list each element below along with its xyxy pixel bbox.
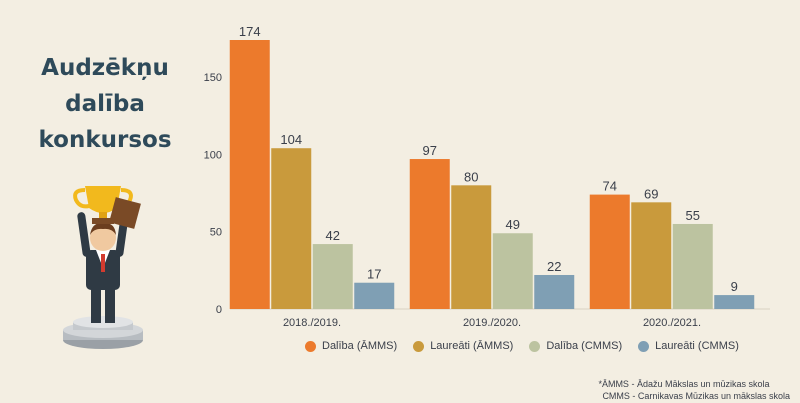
bar xyxy=(229,40,270,309)
x-tick-label: 2019./2020. xyxy=(463,317,521,329)
bar-chart: 0 50 100 150 174 104 42 17 2018./2019. 97 80 49 22 20… xyxy=(204,24,770,329)
bar xyxy=(492,233,533,309)
legend-label: Laureāti (ĀMMS) xyxy=(430,340,514,352)
legend-swatch xyxy=(305,340,316,352)
y-tick-label: 100 xyxy=(204,149,222,161)
bar xyxy=(271,148,312,309)
data-label: 74 xyxy=(603,179,617,194)
legend-swatch xyxy=(413,340,425,352)
legend-label: Dalība (CMMS) xyxy=(546,340,623,352)
legend-item: Laureāti (ĀMMS) xyxy=(413,340,513,352)
trophy-figure-icon xyxy=(63,186,143,349)
title-line-3: konkursos xyxy=(38,127,172,153)
title-line-1: Audzēkņu xyxy=(41,55,169,81)
y-tick-label: 150 xyxy=(204,72,222,84)
legend-item: Laureāti (CMMS) xyxy=(638,340,739,352)
bar xyxy=(451,185,492,309)
y-tick-label: 0 xyxy=(216,304,222,316)
footnote-line-1: *ĀMMS - Ādažu Mākslas un mūzikas skola xyxy=(598,379,770,389)
footnote: *ĀMMS - Ādažu Mākslas un mūzikas skola C… xyxy=(598,378,790,402)
data-label: 174 xyxy=(239,24,261,39)
bar xyxy=(354,282,395,309)
data-label: 104 xyxy=(280,132,302,147)
bar xyxy=(714,295,755,309)
bar xyxy=(312,244,353,309)
y-tick-label: 50 xyxy=(210,227,222,239)
chart-legend: Dalība (ĀMMS) Laureāti (ĀMMS) Dalība (CMMS… xyxy=(305,340,739,352)
data-label: 42 xyxy=(326,228,340,243)
legend-label: Dalība (ĀMMS) xyxy=(322,340,398,352)
data-label: 69 xyxy=(644,186,658,201)
legend-swatch xyxy=(638,340,650,352)
chart-title: Audzēkņu dalība konkursos xyxy=(20,50,190,158)
bar xyxy=(589,194,630,309)
data-label: 9 xyxy=(731,279,738,294)
data-label: 97 xyxy=(423,143,437,158)
data-label: 17 xyxy=(367,267,381,282)
legend-swatch xyxy=(529,340,541,352)
x-tick-label: 2018./2019. xyxy=(283,317,341,329)
data-label: 80 xyxy=(464,169,478,184)
legend-item: Dalība (CMMS) xyxy=(529,340,622,352)
legend-item: Dalība (ĀMMS) xyxy=(305,340,397,352)
title-line-2: dalība xyxy=(65,91,145,117)
footnote-line-2: CMMS - Carnikavas Mūzikas un mākslas sko… xyxy=(602,391,790,401)
data-label: 55 xyxy=(686,208,700,223)
bar xyxy=(409,159,450,309)
bar xyxy=(534,274,575,309)
bar xyxy=(631,202,672,309)
data-label: 22 xyxy=(547,259,561,274)
x-tick-label: 2020./2021. xyxy=(643,317,701,329)
data-label: 49 xyxy=(506,217,520,232)
bar xyxy=(672,223,713,309)
legend-label: Laureāti (CMMS) xyxy=(655,340,739,352)
